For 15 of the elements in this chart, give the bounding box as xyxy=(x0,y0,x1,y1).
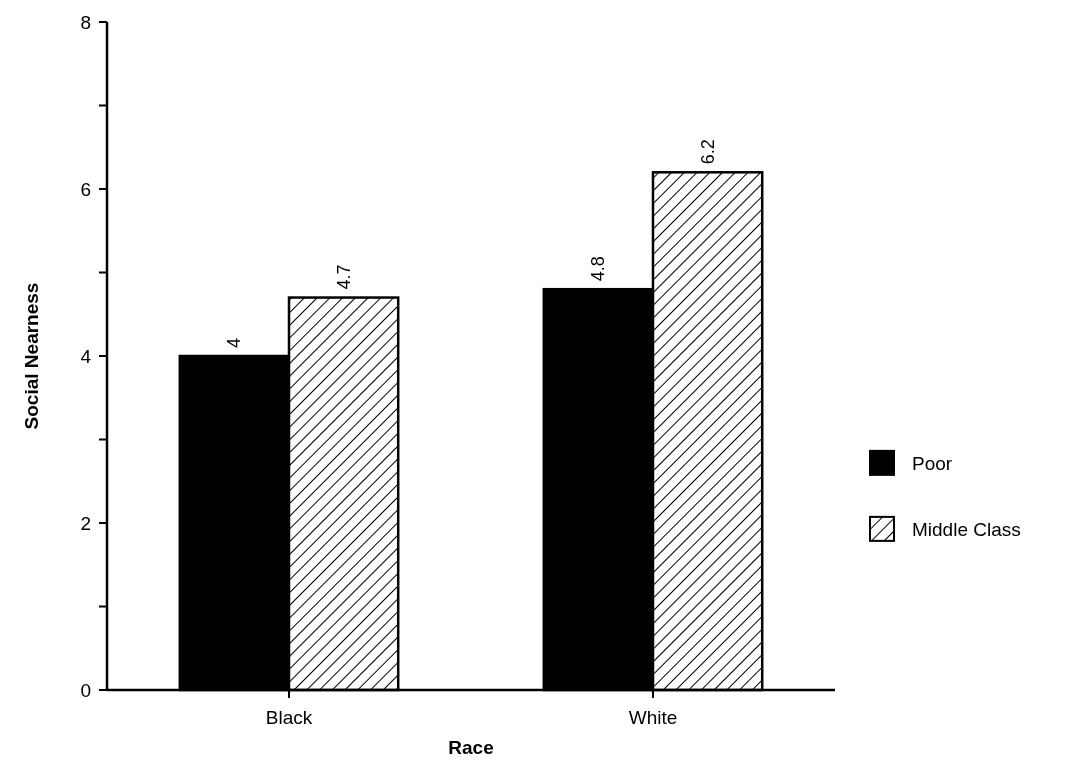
x-tick-label: White xyxy=(628,707,678,728)
y-tick-label: 2 xyxy=(80,512,91,534)
legend-label: Poor xyxy=(912,452,953,474)
y-tick-label: 6 xyxy=(80,178,91,200)
data-label: 4 xyxy=(224,337,245,348)
x-tick-label: Black xyxy=(265,707,313,728)
legend-label: Middle Class xyxy=(912,518,1021,540)
y-tick-label: 4 xyxy=(80,345,92,367)
x-axis-title: Race xyxy=(448,737,494,758)
data-label: 4.7 xyxy=(333,264,354,290)
data-label: 4.8 xyxy=(588,256,609,282)
y-axis-title: Social Nearness xyxy=(21,282,42,430)
y-tick-label: 0 xyxy=(80,679,91,701)
y-tick-label: 8 xyxy=(80,11,91,33)
data-label: 6.2 xyxy=(697,139,718,165)
